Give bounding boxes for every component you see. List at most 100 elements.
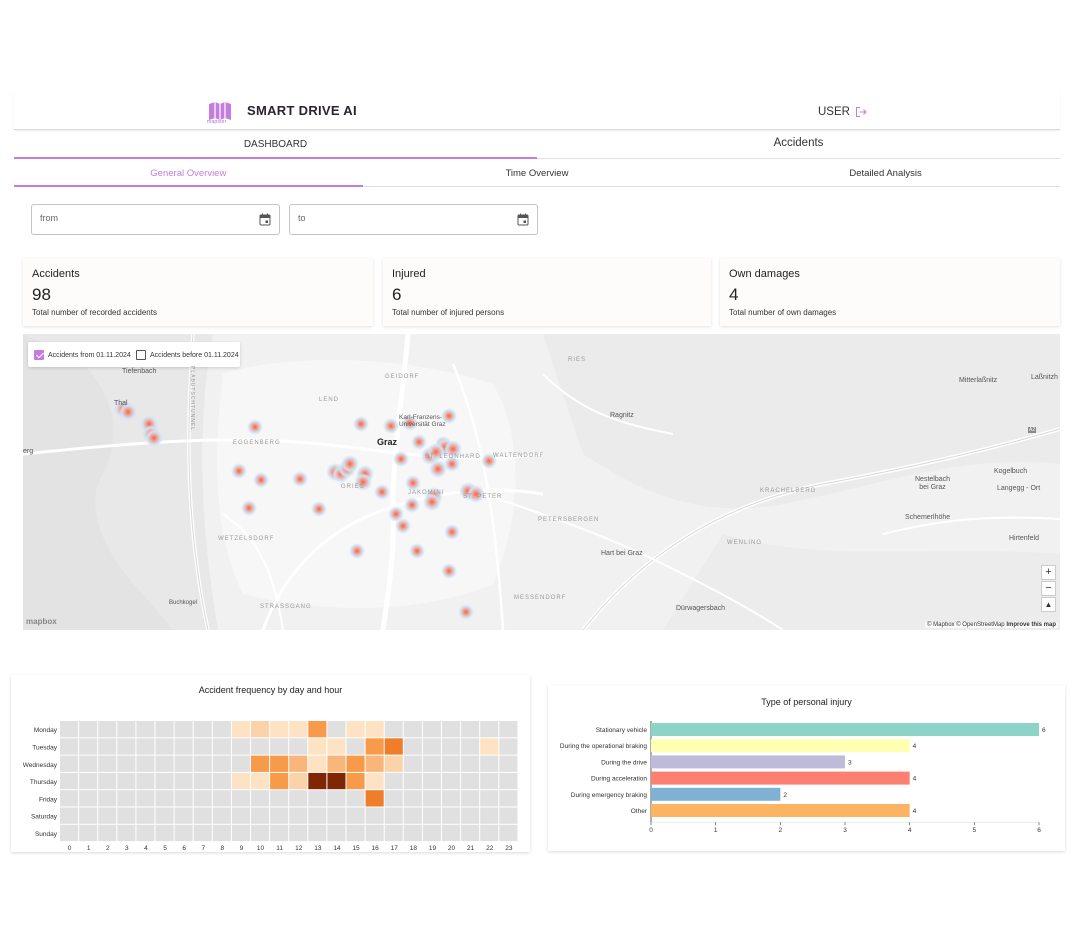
heatmap-cell[interactable]: [308, 738, 327, 755]
checkbox-icon[interactable]: [136, 350, 146, 360]
heatmap-cell[interactable]: [136, 824, 155, 842]
heatmap-cell[interactable]: [98, 824, 117, 842]
heatmap-cell[interactable]: [231, 790, 250, 807]
heatmap-cell[interactable]: [136, 772, 155, 790]
heatmap-cell[interactable]: [270, 755, 289, 772]
from-date-input[interactable]: [40, 213, 240, 223]
heatmap-cell[interactable]: [384, 721, 403, 738]
heatmap-cell[interactable]: [442, 790, 461, 807]
heatmap-cell[interactable]: [193, 790, 212, 807]
heatmap-cell[interactable]: [422, 790, 441, 807]
heatmap-cell[interactable]: [346, 790, 365, 807]
heatmap-cell[interactable]: [480, 790, 499, 807]
heatmap-cell[interactable]: [270, 772, 289, 790]
heatmap-cell[interactable]: [155, 824, 174, 842]
heatmap-cell[interactable]: [422, 738, 441, 755]
heatmap-cell[interactable]: [155, 790, 174, 807]
bar[interactable]: [651, 755, 845, 769]
to-date-input[interactable]: [298, 213, 498, 223]
heatmap-cell[interactable]: [270, 807, 289, 824]
heatmap-cell[interactable]: [499, 807, 518, 824]
heatmap-cell[interactable]: [308, 755, 327, 772]
heatmap-cell[interactable]: [327, 772, 346, 790]
heatmap-cell[interactable]: [251, 790, 270, 807]
heatmap-cell[interactable]: [231, 772, 250, 790]
heatmap-cell[interactable]: [60, 824, 79, 842]
heatmap-cell[interactable]: [79, 824, 98, 842]
heatmap-cell[interactable]: [155, 772, 174, 790]
heatmap-cell[interactable]: [117, 772, 136, 790]
heatmap-cell[interactable]: [155, 755, 174, 772]
user-label[interactable]: USER: [818, 106, 850, 118]
heatmap-cell[interactable]: [193, 824, 212, 842]
tab-time-overview[interactable]: Time Overview: [505, 168, 569, 179]
heatmap-cell[interactable]: [461, 738, 480, 755]
heatmap-cell[interactable]: [480, 824, 499, 842]
heatmap-cell[interactable]: [384, 790, 403, 807]
heatmap-cell[interactable]: [117, 755, 136, 772]
heatmap-cell[interactable]: [60, 721, 79, 738]
heatmap-cell[interactable]: [403, 807, 422, 824]
bar[interactable]: [651, 804, 910, 817]
heatmap-cell[interactable]: [212, 755, 231, 772]
heatmap-cell[interactable]: [117, 790, 136, 807]
calendar-icon[interactable]: [259, 213, 271, 226]
heatmap-cell[interactable]: [270, 824, 289, 842]
heatmap-cell[interactable]: [346, 772, 365, 790]
calendar-icon[interactable]: [517, 213, 529, 226]
heatmap-cell[interactable]: [98, 755, 117, 772]
heatmap-cell[interactable]: [403, 738, 422, 755]
heatmap-cell[interactable]: [193, 755, 212, 772]
heatmap-cell[interactable]: [499, 738, 518, 755]
heatmap-cell[interactable]: [499, 721, 518, 738]
tab-dashboard[interactable]: DASHBOARD: [14, 131, 537, 159]
checkbox-checked-icon[interactable]: [34, 350, 44, 360]
heatmap-cell[interactable]: [231, 738, 250, 755]
heatmap-cell[interactable]: [174, 790, 193, 807]
heatmap-cell[interactable]: [60, 772, 79, 790]
heatmap-cell[interactable]: [60, 807, 79, 824]
heatmap-cell[interactable]: [79, 807, 98, 824]
heatmap-cell[interactable]: [60, 755, 79, 772]
heatmap-cell[interactable]: [270, 790, 289, 807]
heatmap-cell[interactable]: [403, 772, 422, 790]
heatmap-cell[interactable]: [136, 790, 155, 807]
heatmap-cell[interactable]: [461, 824, 480, 842]
heatmap-cell[interactable]: [212, 790, 231, 807]
heatmap-cell[interactable]: [251, 755, 270, 772]
to-date-field[interactable]: [289, 204, 538, 235]
heatmap-cell[interactable]: [212, 807, 231, 824]
heatmap-cell[interactable]: [480, 738, 499, 755]
heatmap-cell[interactable]: [117, 807, 136, 824]
heatmap-cell[interactable]: [365, 738, 384, 755]
tab-general-overview[interactable]: General Overview: [14, 160, 363, 187]
heatmap-cell[interactable]: [480, 721, 499, 738]
heatmap-cell[interactable]: [289, 721, 308, 738]
heatmap-cell[interactable]: [212, 721, 231, 738]
mapbox-logo[interactable]: mapbox: [26, 617, 57, 626]
heatmap-cell[interactable]: [327, 738, 346, 755]
logout-icon[interactable]: [855, 106, 867, 118]
heatmap-cell[interactable]: [193, 807, 212, 824]
heatmap-cell[interactable]: [384, 755, 403, 772]
from-date-field[interactable]: [31, 204, 280, 235]
heatmap-cell[interactable]: [365, 721, 384, 738]
heatmap-cell[interactable]: [98, 738, 117, 755]
heatmap-cell[interactable]: [346, 738, 365, 755]
heatmap-cell[interactable]: [480, 772, 499, 790]
heatmap-cell[interactable]: [136, 755, 155, 772]
heatmap-cell[interactable]: [289, 755, 308, 772]
heatmap-cell[interactable]: [422, 755, 441, 772]
heatmap-cell[interactable]: [461, 755, 480, 772]
heatmap-cell[interactable]: [289, 738, 308, 755]
heatmap-cell[interactable]: [98, 807, 117, 824]
heatmap-cell[interactable]: [79, 721, 98, 738]
heatmap-cell[interactable]: [79, 790, 98, 807]
legend-past-accidents[interactable]: Accidents before 01.11.2024: [136, 350, 239, 360]
heatmap-cell[interactable]: [289, 790, 308, 807]
heatmap-cell[interactable]: [231, 807, 250, 824]
heatmap-cell[interactable]: [365, 824, 384, 842]
heatmap-cell[interactable]: [98, 790, 117, 807]
heatmap-cell[interactable]: [79, 772, 98, 790]
heatmap-cell[interactable]: [155, 807, 174, 824]
